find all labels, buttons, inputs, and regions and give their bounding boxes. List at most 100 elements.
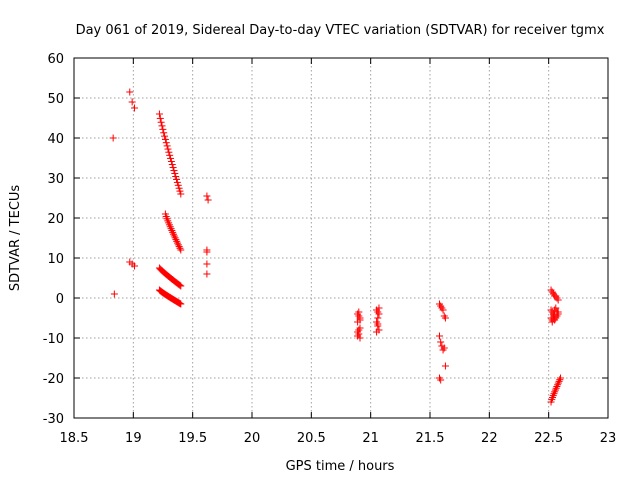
data-point	[172, 172, 180, 180]
data-point	[167, 154, 175, 162]
data-point	[554, 308, 562, 316]
data-point	[161, 132, 169, 140]
x-tick-label: 19	[125, 431, 142, 446]
data-point	[552, 304, 560, 312]
data-point	[176, 244, 184, 252]
data-point	[157, 118, 165, 126]
data-point	[131, 262, 139, 270]
x-tick-label: 21	[362, 431, 379, 446]
data-point	[555, 377, 563, 385]
data-point	[163, 142, 171, 150]
y-tick-label: 30	[47, 172, 64, 187]
data-point	[168, 161, 176, 169]
y-tick-label: -30	[43, 412, 64, 427]
data-points	[109, 88, 565, 406]
data-point	[435, 332, 443, 340]
y-axis-label: SDTVAR / TECUs	[8, 185, 23, 292]
x-tick-label: 22.5	[534, 431, 563, 446]
data-point	[374, 314, 382, 322]
y-tick-label: -20	[43, 372, 64, 387]
x-tick-label: 23	[600, 431, 617, 446]
data-point	[166, 151, 174, 159]
data-point	[177, 190, 185, 198]
data-point	[355, 312, 363, 320]
data-point	[356, 316, 364, 324]
y-tick-label: 50	[47, 92, 64, 107]
y-tick-labels: -30 -20 -10 0 10 20 30 40 50 60	[43, 52, 64, 427]
data-point	[175, 184, 183, 192]
x-tick-label: 19.5	[178, 431, 207, 446]
data-point	[131, 104, 139, 112]
data-point	[552, 384, 560, 392]
data-point	[375, 310, 383, 318]
data-point	[169, 230, 177, 238]
x-tick-label: 21.5	[416, 431, 445, 446]
data-point	[554, 381, 562, 389]
data-point	[557, 374, 565, 382]
data-point	[174, 241, 182, 249]
data-point	[173, 237, 181, 245]
data-point	[203, 248, 211, 256]
data-point	[203, 270, 211, 278]
data-point	[156, 114, 164, 122]
data-point	[155, 110, 163, 118]
data-point	[354, 332, 362, 340]
x-tick-label: 18.5	[60, 431, 89, 446]
data-point	[551, 388, 559, 396]
data-point	[556, 376, 564, 384]
x-tick-labels: 18.5 19 19.5 20 20.5 21 21.5 22 22.5 23	[60, 431, 617, 446]
y-tick-label: -10	[43, 332, 64, 347]
data-point	[440, 344, 448, 352]
plot-frame	[73, 57, 609, 419]
y-tick-label: 10	[47, 252, 64, 267]
y-tick-label: 20	[47, 212, 64, 227]
y-tick-label: 0	[56, 292, 64, 307]
data-point	[160, 129, 168, 137]
data-point	[437, 338, 445, 346]
data-point	[553, 312, 561, 320]
data-point	[437, 376, 445, 384]
data-point	[441, 362, 449, 370]
data-point	[170, 167, 178, 175]
data-point	[162, 139, 170, 147]
data-point	[177, 246, 185, 254]
data-point	[203, 260, 211, 268]
chart-title: Day 061 of 2019, Sidereal Day-to-day VTE…	[76, 23, 605, 38]
data-point	[165, 148, 173, 156]
data-point	[158, 122, 166, 130]
data-point	[169, 228, 177, 236]
data-point	[109, 134, 117, 142]
data-point	[170, 232, 178, 240]
x-tick-label: 20.5	[297, 431, 326, 446]
data-point	[175, 243, 183, 251]
data-point	[176, 187, 184, 195]
data-point	[553, 382, 561, 390]
data-point	[551, 316, 559, 324]
data-point	[441, 314, 449, 322]
data-point	[164, 145, 172, 153]
data-point	[110, 290, 118, 298]
data-point	[167, 157, 175, 165]
data-point	[128, 98, 136, 106]
data-point	[439, 306, 447, 314]
data-point	[169, 164, 177, 172]
data-point	[551, 386, 559, 394]
grid	[74, 58, 608, 418]
data-point	[204, 196, 212, 204]
data-point	[173, 175, 181, 183]
data-point	[171, 170, 179, 178]
data-point	[174, 239, 182, 247]
data-point	[554, 296, 562, 304]
data-point	[161, 135, 169, 143]
data-point	[177, 282, 185, 290]
axis-ticks	[73, 57, 609, 419]
data-point	[373, 328, 381, 336]
y-tick-label: 60	[47, 52, 64, 67]
data-point	[375, 304, 383, 312]
data-point	[356, 324, 364, 332]
data-point	[171, 234, 179, 242]
data-point	[374, 320, 382, 328]
data-point	[159, 125, 167, 133]
data-point	[203, 192, 211, 200]
